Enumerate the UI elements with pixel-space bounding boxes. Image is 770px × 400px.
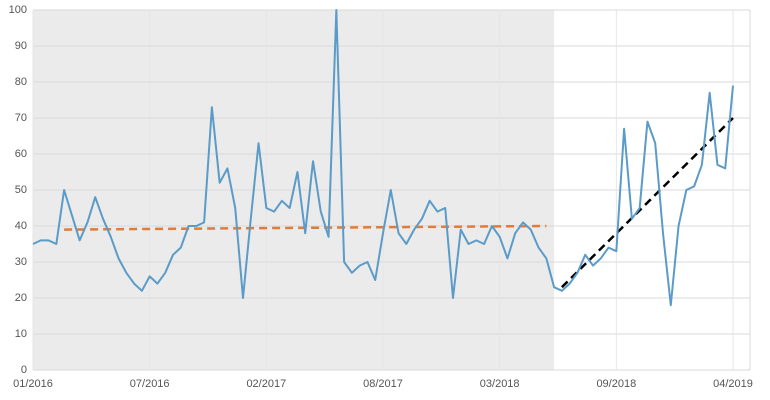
y-tick-label: 10 (15, 328, 27, 340)
y-tick-label: 60 (15, 148, 27, 160)
x-tick-label: 08/2017 (363, 378, 403, 390)
x-tick-label: 09/2018 (596, 378, 636, 390)
x-tick-label: 01/2016 (13, 378, 53, 390)
y-tick-label: 90 (15, 40, 27, 52)
x-tick-label: 03/2018 (480, 378, 520, 390)
y-tick-label: 40 (15, 220, 27, 232)
y-tick-label: 80 (15, 76, 27, 88)
y-tick-label: 100 (9, 4, 27, 16)
x-tick-label: 07/2016 (130, 378, 170, 390)
y-tick-label: 30 (15, 256, 27, 268)
y-tick-label: 50 (15, 184, 27, 196)
x-tick-label: 02/2017 (246, 378, 286, 390)
y-tick-label: 70 (15, 112, 27, 124)
x-tick-label: 04/2019 (713, 378, 753, 390)
data-line (32, 9, 734, 307)
y-tick-label: 20 (15, 292, 27, 304)
y-tick-label: 0 (21, 364, 27, 376)
